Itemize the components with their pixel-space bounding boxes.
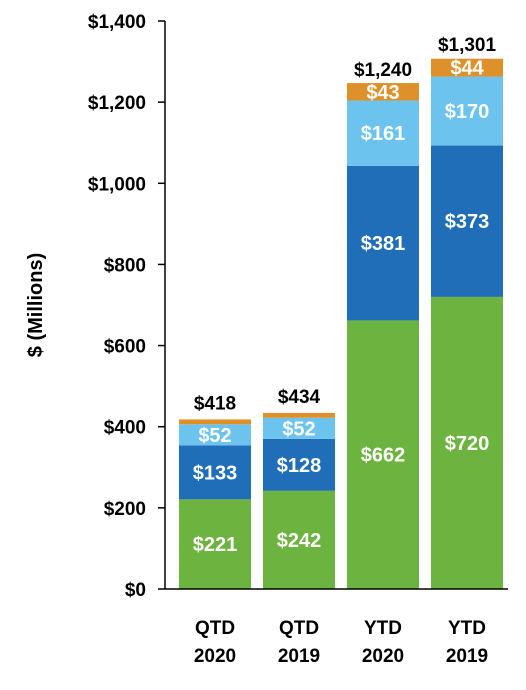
data-label: $52 [198, 425, 231, 447]
data-label: $720 [445, 433, 490, 455]
y-tick-label: $1,400 [88, 12, 146, 33]
y-tick-label: $1,000 [88, 174, 146, 195]
x-tick-label: 2020 [362, 646, 404, 667]
bar-segment [179, 419, 251, 425]
bar-segment [431, 145, 503, 297]
bar-segment [179, 499, 251, 589]
y-tick-label: $200 [104, 499, 146, 520]
bar-segment [179, 424, 251, 446]
y-tick-label: $1,200 [88, 93, 146, 114]
x-tick-label: YTD [364, 618, 402, 639]
y-tick-label: $800 [104, 255, 146, 276]
y-axis-title: $ (Millions) [25, 253, 47, 357]
x-tick-label: QTD [279, 618, 319, 639]
x-tick-label: QTD [195, 618, 235, 639]
x-tick-label: 2019 [278, 646, 320, 667]
bar-segment [179, 445, 251, 500]
x-tick-label: 2019 [446, 646, 488, 667]
bar-segment [263, 417, 335, 439]
y-tick-label: $400 [104, 418, 146, 439]
bar-segment [347, 83, 419, 101]
bars: $221 $133 $52 $418 $242 $128 $52 $434 $662 $381 $1… [179, 35, 503, 589]
bar-segment [263, 412, 335, 418]
data-label: $242 [277, 530, 322, 552]
bar-segment [347, 100, 419, 166]
bar-segment [431, 58, 503, 77]
data-label: $381 [361, 233, 406, 255]
data-label: $221 [193, 534, 238, 556]
bar-segment [263, 490, 335, 589]
data-label: $52 [282, 418, 315, 440]
bar-segment [347, 320, 419, 589]
bar-segment [431, 76, 503, 146]
data-label: $662 [361, 445, 406, 467]
total-label: $418 [194, 393, 236, 414]
data-label: $170 [445, 101, 490, 123]
x-tick-label: YTD [448, 618, 486, 639]
bar-segment [431, 296, 503, 589]
data-label: $373 [445, 211, 490, 233]
bar-segment [347, 165, 419, 321]
x-axis: QTD 2020 QTD 2019 YTD 2020 YTD 2019 [165, 588, 508, 667]
total-label: $434 [278, 387, 321, 408]
data-label: $128 [277, 455, 322, 477]
data-label: $44 [450, 58, 484, 80]
data-label: $133 [193, 462, 238, 484]
x-tick-label: 2020 [194, 646, 236, 667]
y-axis: $0 $200 $400 $600 $800 $1,000 $1,200 $1,400 [88, 12, 166, 601]
y-tick-label: $0 [125, 580, 146, 601]
total-label: $1,240 [354, 60, 412, 81]
bar-segment [263, 438, 335, 491]
data-label: $43 [366, 82, 399, 104]
data-label: $161 [361, 123, 406, 145]
total-label: $1,301 [438, 35, 497, 56]
y-tick-label: $600 [104, 337, 146, 358]
